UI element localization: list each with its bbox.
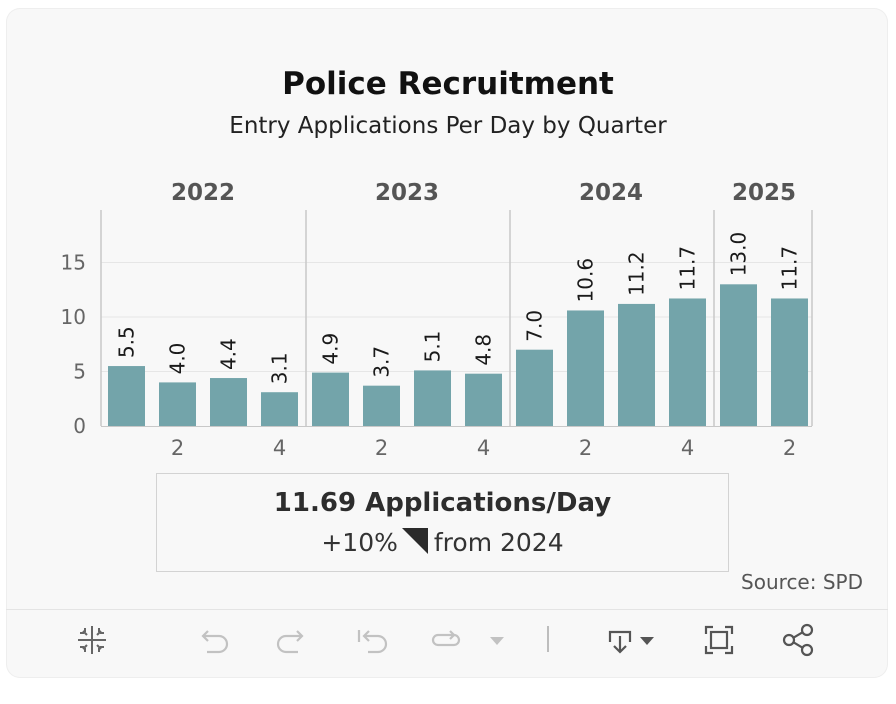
- undo-icon[interactable]: [193, 620, 233, 660]
- x-tick-label: 4: [273, 436, 286, 460]
- bar-chart: 0 5 10 15 5.5 4.0 2 4.4 3.1 4 2022 4.9 3.7 2 5.1 4.8 4 20…: [61, 180, 813, 460]
- y-tick-label: 5: [73, 360, 86, 384]
- data-label: 5.1: [421, 331, 445, 363]
- chart-title: Police Recruitment: [282, 66, 614, 102]
- bar: [771, 298, 808, 426]
- data-label: 4.9: [319, 333, 343, 365]
- data-label: 4.4: [217, 338, 241, 370]
- x-tick-label: 2: [783, 436, 796, 460]
- toolbar-separator: [547, 626, 549, 652]
- kpi-box: 11.69 Applications/Day +10% from 2024: [156, 473, 729, 572]
- kpi-change-percent: +10%: [321, 528, 398, 557]
- x-tick-label: 2: [579, 436, 592, 460]
- bar: [210, 378, 247, 426]
- bar: [363, 385, 400, 426]
- redo-icon[interactable]: [272, 620, 312, 660]
- year-header: 2022: [171, 180, 235, 206]
- x-tick-label: 2: [375, 436, 388, 460]
- bar: [618, 303, 655, 426]
- data-label: 11.7: [778, 246, 802, 291]
- year-header: 2025: [732, 180, 796, 206]
- data-label: 3.1: [268, 352, 292, 384]
- bar: [567, 310, 604, 426]
- share-icon[interactable]: [778, 620, 818, 660]
- kpi-change-label: from 2024: [433, 528, 564, 557]
- tableau-logo-icon[interactable]: [72, 620, 112, 660]
- data-label: 5.5: [115, 326, 139, 358]
- y-tick-label: 15: [61, 251, 86, 275]
- pause-dropdown-icon[interactable]: [477, 620, 517, 660]
- x-tick-label: 4: [477, 436, 490, 460]
- revert-icon[interactable]: [352, 620, 392, 660]
- bar: [720, 284, 757, 426]
- download-icon[interactable]: [600, 620, 662, 660]
- source-note: Source: SPD: [741, 570, 863, 594]
- bar: [312, 372, 349, 426]
- bar: [414, 370, 451, 426]
- fullscreen-icon[interactable]: [699, 620, 739, 660]
- bar: [261, 392, 298, 426]
- kpi-change: +10% from 2024: [157, 528, 728, 557]
- increase-triangle-icon: [401, 528, 428, 554]
- data-label: 11.2: [625, 251, 649, 296]
- data-label: 3.7: [370, 346, 394, 378]
- refresh-icon[interactable]: [426, 620, 466, 660]
- y-tick-label: 10: [61, 305, 86, 329]
- bar: [669, 298, 706, 426]
- x-tick-label: 4: [681, 436, 694, 460]
- bar: [465, 373, 502, 426]
- data-label: 4.8: [472, 334, 496, 366]
- data-label: 13.0: [727, 232, 751, 277]
- y-tick-label: 0: [73, 414, 86, 438]
- x-tick-label: 2: [171, 436, 184, 460]
- data-label: 4.0: [166, 343, 190, 375]
- data-label: 7.0: [523, 310, 547, 342]
- toolbar-divider-line: [6, 609, 888, 610]
- data-label: 11.7: [676, 246, 700, 291]
- bar: [516, 349, 553, 426]
- bar: [108, 366, 145, 426]
- kpi-value: 11.69 Applications/Day: [273, 488, 612, 518]
- year-header: 2023: [375, 180, 439, 206]
- bar: [159, 382, 196, 426]
- data-label: 10.6: [574, 258, 598, 303]
- chart-subtitle: Entry Applications Per Day by Quarter: [229, 113, 667, 139]
- year-header: 2024: [579, 180, 643, 206]
